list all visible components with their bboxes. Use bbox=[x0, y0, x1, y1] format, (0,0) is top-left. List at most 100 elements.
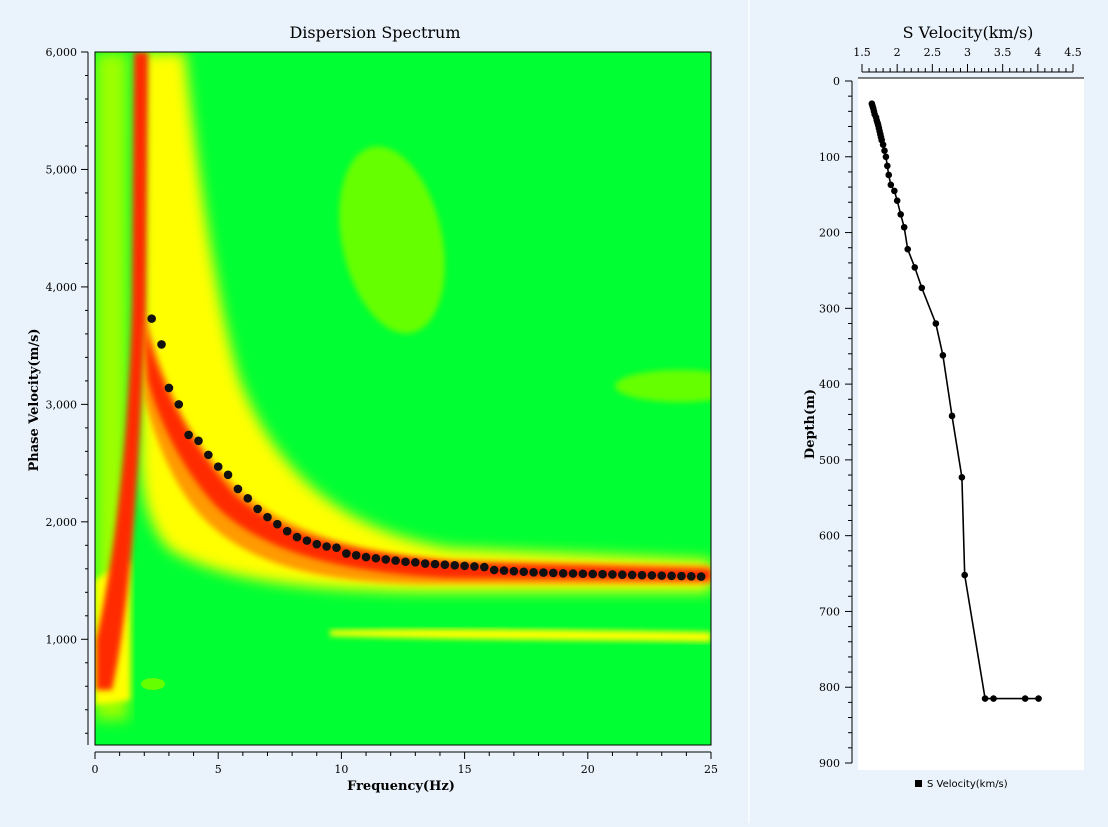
dispersion-point bbox=[147, 314, 156, 323]
energy-blob-upper bbox=[339, 146, 445, 334]
y-tick-label: 3,000 bbox=[46, 398, 78, 411]
x-tick-label: 25 bbox=[704, 763, 718, 776]
velocity-point bbox=[879, 141, 887, 148]
dispersion-point bbox=[588, 569, 598, 579]
dispersion-point bbox=[440, 560, 450, 570]
dispersion-point bbox=[420, 559, 430, 568]
dispersion-point bbox=[401, 557, 410, 567]
dispersion-point bbox=[253, 504, 262, 514]
x-tick-label: 10 bbox=[334, 763, 348, 776]
dispersion-point bbox=[391, 556, 400, 565]
dispersion-panel: Dispersion Spectrum bbox=[27, 23, 719, 794]
dispersion-point bbox=[174, 400, 184, 409]
dispersion-point bbox=[342, 549, 351, 558]
energy-blob-right bbox=[615, 370, 711, 402]
dispersion-point bbox=[213, 462, 223, 471]
dispersion-point bbox=[647, 571, 657, 580]
dispersion-point bbox=[381, 555, 391, 564]
dispersion-point bbox=[470, 562, 479, 571]
dispersion-point bbox=[450, 560, 460, 570]
dispersion-point bbox=[312, 539, 322, 549]
velocity-point bbox=[887, 181, 895, 189]
y-tick-label: 1,000 bbox=[46, 633, 78, 646]
velocity-point bbox=[961, 571, 968, 579]
dispersion-point bbox=[598, 569, 607, 579]
velocity-point bbox=[881, 147, 888, 155]
velocity-point bbox=[1021, 695, 1029, 702]
velocity-point bbox=[948, 412, 956, 420]
dispersion-point bbox=[361, 552, 371, 562]
dispersion-point bbox=[273, 519, 282, 529]
dispersion-point bbox=[608, 570, 617, 579]
energy-left-ridge bbox=[96, 52, 148, 690]
dispersion-point bbox=[157, 340, 166, 349]
spectrum-heatmap bbox=[95, 52, 711, 720]
dispersion-point bbox=[184, 430, 193, 440]
velocity-point bbox=[1035, 695, 1042, 702]
dispersion-point bbox=[617, 570, 627, 579]
velocity-point bbox=[891, 187, 898, 195]
dispersion-point bbox=[509, 566, 519, 576]
velocity-point bbox=[897, 211, 904, 218]
x-tick-label: 3.5 bbox=[994, 46, 1012, 59]
x-tick-label: 2 bbox=[894, 46, 901, 59]
dispersion-point bbox=[568, 569, 578, 578]
dispersion-axes: 1,000 2,000 3,000 4,000 5,000 6,000 0 5 10 15 20 25 bbox=[46, 46, 719, 776]
velocity-point bbox=[900, 223, 908, 231]
velocity-chart: S Velocity(km/s) 1.5 2 2.5 3 3.5 4 4.5 0 100 200 3… bbox=[803, 23, 1084, 790]
velocity-legend: S Velocity(km/s) bbox=[915, 779, 1008, 790]
y-tick-label: 300 bbox=[819, 302, 840, 315]
depth-axis-label: Depth(m) bbox=[803, 389, 818, 459]
dispersion-point bbox=[549, 568, 558, 578]
velocity-point bbox=[918, 284, 926, 292]
velocity-point bbox=[893, 197, 901, 205]
dispersion-point bbox=[282, 526, 292, 536]
y-tick-label: 2,000 bbox=[46, 516, 78, 529]
dispersion-point bbox=[233, 484, 243, 494]
y-tick-label: 900 bbox=[819, 757, 840, 770]
dispersion-point bbox=[263, 512, 272, 522]
y-tick-label: 700 bbox=[819, 605, 840, 618]
velocity-series bbox=[868, 100, 1042, 702]
dispersion-point bbox=[480, 562, 489, 572]
y-tick-label: 400 bbox=[819, 378, 840, 391]
velocity-panel: S Velocity(km/s) 1.5 2 2.5 3 3.5 4 4.5 0 100 200 3… bbox=[750, 0, 1108, 823]
dispersion-chart: Dispersion Spectrum bbox=[27, 23, 719, 794]
y-tick-label: 200 bbox=[819, 227, 840, 240]
dispersion-point bbox=[627, 570, 637, 580]
velocity-point bbox=[882, 153, 890, 161]
dispersion-point bbox=[411, 558, 420, 567]
x-tick-label: 4 bbox=[1034, 46, 1041, 59]
x-tick-label: 5 bbox=[215, 763, 222, 776]
y-tick-label: 6,000 bbox=[46, 46, 78, 59]
dispersion-point bbox=[371, 553, 381, 563]
legend-marker bbox=[915, 780, 922, 787]
velocity-point bbox=[990, 695, 997, 702]
dispersion-point bbox=[460, 561, 469, 571]
y-tick-label: 5,000 bbox=[46, 163, 78, 176]
dispersion-point bbox=[430, 559, 440, 569]
energy-blob-low bbox=[141, 678, 165, 690]
dispersion-point bbox=[164, 383, 174, 393]
energy-halo bbox=[140, 52, 711, 592]
x-tick-label: 3 bbox=[964, 46, 971, 59]
velocity-point bbox=[911, 264, 919, 271]
velocity-point bbox=[958, 474, 966, 481]
dispersion-point bbox=[539, 568, 548, 577]
velocity-point bbox=[932, 320, 940, 327]
plot-frame bbox=[94, 51, 712, 746]
phase-velocity-axis-label: Phase Velocity(m/s) bbox=[27, 328, 42, 471]
y-tick-label: 800 bbox=[819, 681, 840, 694]
dispersion-point bbox=[351, 551, 361, 560]
legend-label: S Velocity(km/s) bbox=[927, 779, 1008, 790]
dispersion-point bbox=[223, 470, 233, 480]
dispersion-point bbox=[243, 494, 253, 503]
dispersion-point bbox=[696, 572, 706, 581]
dispersion-point bbox=[519, 567, 529, 577]
energy-weak-ridge bbox=[330, 629, 711, 642]
dispersion-point bbox=[558, 568, 568, 578]
velocity-point bbox=[885, 171, 893, 179]
x-tick-label: 0 bbox=[92, 763, 99, 776]
dispersion-point bbox=[332, 543, 341, 552]
